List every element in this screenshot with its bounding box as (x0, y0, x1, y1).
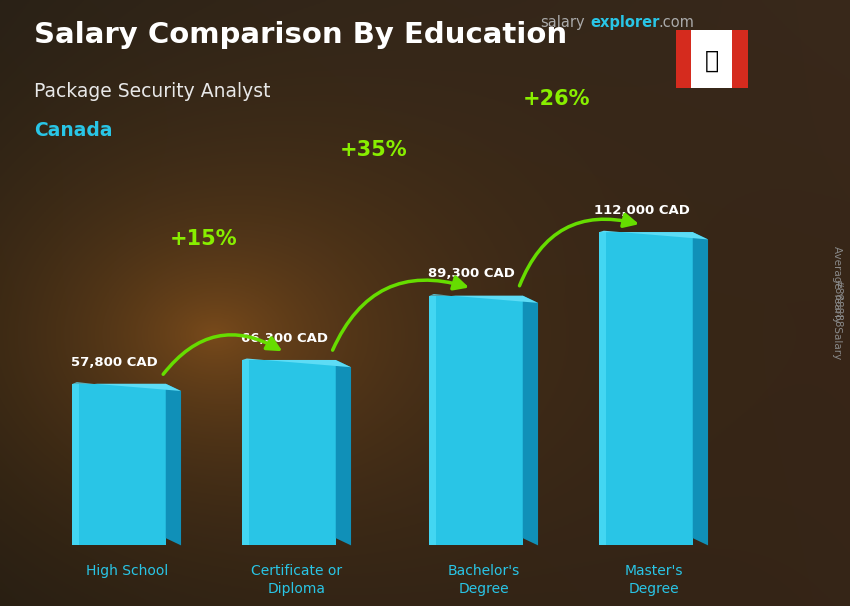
Text: +26%: +26% (523, 89, 591, 109)
Text: Canada: Canada (34, 121, 112, 140)
Polygon shape (166, 384, 181, 545)
Bar (733, 30, 748, 88)
FancyBboxPatch shape (599, 232, 693, 545)
Text: .com: .com (658, 15, 694, 30)
Polygon shape (429, 294, 538, 303)
Text: explorer: explorer (591, 15, 660, 30)
FancyBboxPatch shape (242, 360, 336, 545)
Polygon shape (336, 360, 351, 545)
Text: salary: salary (540, 15, 584, 30)
Text: Average Yearly Salary: Average Yearly Salary (832, 247, 842, 359)
FancyBboxPatch shape (242, 360, 249, 545)
Polygon shape (242, 359, 351, 367)
FancyBboxPatch shape (72, 384, 166, 545)
Polygon shape (599, 231, 708, 239)
Text: Salary Comparison By Education: Salary Comparison By Education (34, 21, 567, 49)
Text: #888888: #888888 (832, 279, 842, 327)
Polygon shape (693, 232, 708, 545)
FancyBboxPatch shape (72, 384, 79, 545)
Text: 66,300 CAD: 66,300 CAD (241, 332, 328, 345)
Polygon shape (523, 296, 538, 545)
Bar (676, 30, 691, 88)
FancyBboxPatch shape (429, 296, 436, 545)
Text: Package Security Analyst: Package Security Analyst (34, 82, 270, 101)
Text: 89,300 CAD: 89,300 CAD (428, 267, 515, 281)
Text: 112,000 CAD: 112,000 CAD (594, 204, 689, 217)
Text: Certificate or
Diploma: Certificate or Diploma (251, 564, 343, 596)
Polygon shape (72, 382, 181, 391)
Text: High School: High School (86, 564, 167, 578)
FancyBboxPatch shape (429, 296, 523, 545)
Text: Master's
Degree: Master's Degree (625, 564, 683, 596)
Text: Bachelor's
Degree: Bachelor's Degree (447, 564, 520, 596)
Text: 🍁: 🍁 (705, 48, 719, 73)
FancyBboxPatch shape (599, 232, 606, 545)
Text: 57,800 CAD: 57,800 CAD (71, 356, 158, 368)
Text: +15%: +15% (170, 228, 238, 249)
Text: +35%: +35% (340, 140, 408, 160)
